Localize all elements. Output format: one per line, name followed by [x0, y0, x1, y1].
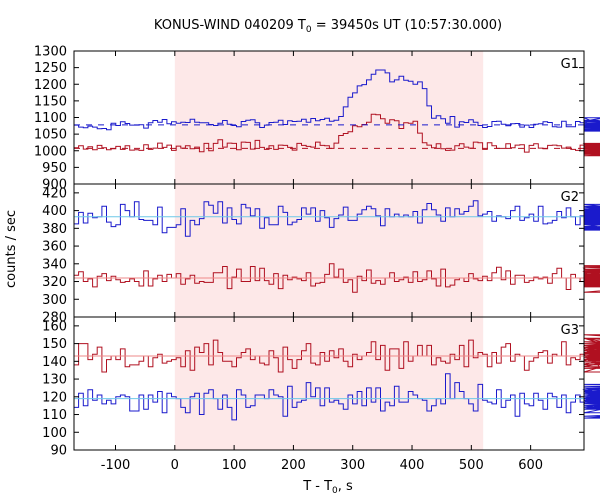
g3-series-red — [74, 334, 600, 373]
x-tick-label: 200 — [281, 458, 306, 473]
panel-label-g3: G3 — [561, 323, 579, 338]
y-axis-label: counts / sec — [4, 210, 19, 288]
panel-g3: 90 100 110 120 130 140 150 160 G3 — [42, 316, 600, 459]
y-tick-label: 1200 — [34, 78, 67, 93]
y-tick-label: 110 — [42, 408, 67, 423]
x-tick-label: 0 — [171, 458, 179, 473]
x-tick-label: 500 — [459, 458, 484, 473]
y-tick-label: 380 — [42, 222, 67, 237]
y-tick-label: 1300 — [34, 45, 67, 60]
y-tick-label: 1000 — [34, 144, 67, 159]
x-axis-label: T - T0, s — [302, 479, 353, 496]
panel-label-g1: G1 — [561, 57, 579, 72]
g2-series-red — [74, 263, 600, 293]
y-tick-label: 950 — [42, 161, 67, 176]
y-tick-label: 300 — [42, 293, 67, 308]
y-tick-label: 360 — [42, 240, 67, 255]
y-tick-label: 400 — [42, 204, 67, 219]
y-tick-label: 340 — [42, 257, 67, 272]
x-tick-label: 400 — [400, 458, 425, 473]
chart-title: KONUS-WIND 040209 T0 = 39450s UT (10:57:… — [154, 18, 502, 35]
y-tick-label: 1100 — [34, 111, 67, 126]
y-tick-label: 120 — [42, 390, 67, 405]
y-tick-label: 1250 — [34, 61, 67, 76]
y-tick-label: 1150 — [34, 94, 67, 109]
y-tick-label: 150 — [42, 337, 67, 352]
y-tick-label: 280 — [42, 311, 67, 326]
x-tick-label: 600 — [518, 458, 543, 473]
y-tick-label: 900 — [42, 178, 67, 193]
x-tick-label: 300 — [340, 458, 365, 473]
g1-series-blue — [74, 69, 600, 132]
y-tick-label: 420 — [42, 186, 67, 201]
g2-series-blue — [74, 200, 600, 237]
plot-area: 9009501000105011001150120012501300G12803… — [34, 45, 600, 473]
panel-g2: 280 300 320 340 360 380 400 420 G2 — [42, 183, 600, 326]
x-tick-label: -100 — [101, 458, 131, 473]
y-tick-label: 1050 — [34, 128, 67, 143]
y-tick-label: 160 — [42, 319, 67, 334]
y-tick-label: 130 — [42, 373, 67, 388]
y-tick-label: 100 — [42, 426, 67, 441]
panel-frame — [73, 316, 585, 451]
y-tick-label: 90 — [50, 444, 67, 459]
x-tick-label: 100 — [222, 458, 247, 473]
panel-label-g2: G2 — [561, 190, 579, 205]
y-tick-label: 140 — [42, 355, 67, 370]
y-tick-label: 320 — [42, 275, 67, 290]
